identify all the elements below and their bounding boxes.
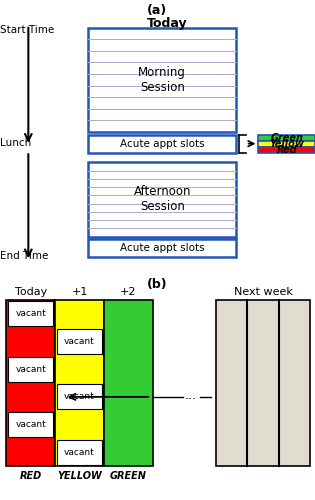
Text: Yellow: Yellow — [269, 138, 304, 148]
Text: +1: +1 — [72, 288, 88, 298]
Text: Lunch: Lunch — [0, 138, 31, 148]
Text: YELLOW: YELLOW — [57, 471, 102, 481]
Text: Acute appt slots: Acute appt slots — [120, 243, 204, 253]
Text: ...: ... — [185, 389, 197, 402]
Text: Acute appt slots: Acute appt slots — [120, 138, 204, 148]
Text: Next week: Next week — [234, 288, 292, 298]
Bar — [6, 300, 55, 466]
Text: vacant: vacant — [64, 448, 95, 457]
Bar — [57, 384, 102, 409]
Bar — [8, 412, 53, 437]
Text: vacant: vacant — [15, 420, 46, 429]
Bar — [88, 162, 236, 236]
Text: +2: +2 — [120, 288, 137, 298]
Text: End Time: End Time — [0, 251, 49, 261]
Bar — [8, 356, 53, 382]
Text: (a): (a) — [147, 4, 168, 17]
Text: Afternoon
Session: Afternoon Session — [134, 186, 191, 214]
Bar — [104, 300, 153, 466]
Text: vacant: vacant — [15, 364, 46, 374]
Text: vacant: vacant — [64, 392, 95, 402]
Bar — [88, 240, 236, 257]
Text: Today: Today — [147, 16, 187, 30]
Bar — [216, 300, 310, 466]
Bar — [57, 440, 102, 465]
Bar — [258, 146, 315, 152]
Bar — [88, 28, 236, 132]
Bar — [57, 329, 102, 354]
Bar — [55, 300, 104, 466]
Text: Green: Green — [270, 132, 303, 142]
Text: vacant: vacant — [64, 337, 95, 346]
Text: (b): (b) — [147, 278, 168, 291]
Bar — [8, 301, 53, 326]
Text: Today: Today — [14, 288, 47, 298]
Bar — [258, 134, 315, 140]
Bar — [258, 140, 315, 146]
Text: vacant: vacant — [15, 309, 46, 318]
Text: Morning
Session: Morning Session — [138, 66, 186, 94]
Text: Start Time: Start Time — [0, 24, 54, 35]
Text: GREEN: GREEN — [110, 471, 147, 481]
Bar — [88, 134, 236, 152]
Text: RED: RED — [20, 471, 42, 481]
Text: Red: Red — [276, 144, 297, 154]
